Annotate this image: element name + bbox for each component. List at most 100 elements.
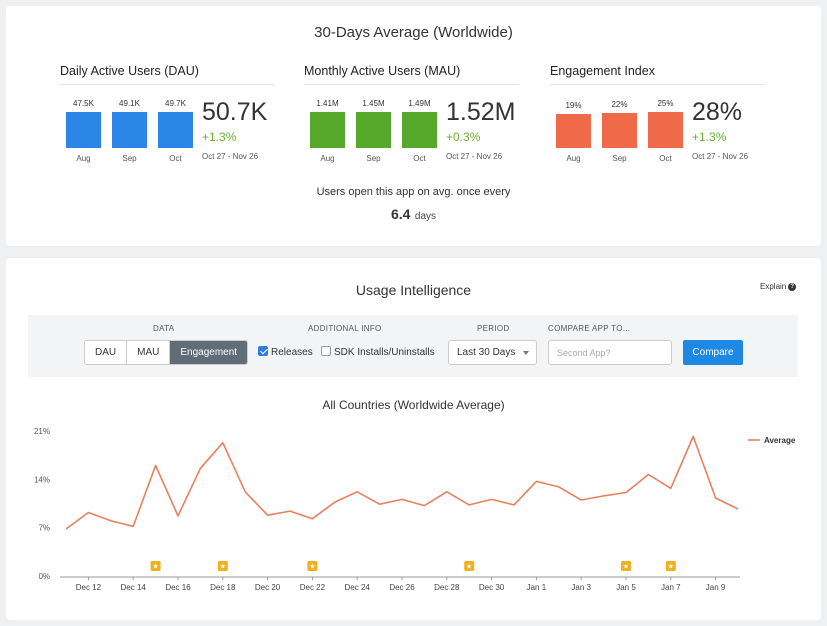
mini-bar-value: 1.41M bbox=[316, 99, 339, 109]
compare-button[interactable]: Compare bbox=[683, 340, 743, 365]
x-tick-label: Dec 22 bbox=[300, 583, 326, 592]
svg-text:★: ★ bbox=[220, 563, 226, 571]
metric-change: +1.3% bbox=[202, 130, 237, 144]
compare-app-input[interactable] bbox=[548, 340, 672, 365]
mini-bar bbox=[66, 112, 101, 148]
data-selector: DAU MAU Engagement bbox=[84, 340, 249, 365]
mini-bar-category: Oct bbox=[169, 154, 182, 163]
x-tick-label: Dec 12 bbox=[76, 583, 102, 592]
svg-text:★: ★ bbox=[623, 563, 629, 571]
data-option-dau[interactable]: DAU bbox=[85, 341, 128, 364]
mini-bar-value: 19% bbox=[565, 101, 582, 111]
y-tick-label: 14% bbox=[34, 475, 50, 484]
open-frequency-value: 6.4 days bbox=[6, 206, 821, 224]
mini-bar-category: Aug bbox=[320, 154, 335, 163]
metric-mau: Monthly Active Users (MAU) 1.41M Aug 1.45M… bbox=[304, 64, 534, 184]
mini-bar-value: 49.1K bbox=[119, 99, 140, 109]
usage-title: Usage Intelligence bbox=[355, 282, 472, 298]
period-label: PERIOD bbox=[477, 324, 510, 333]
release-marker-icon[interactable]: ★ bbox=[464, 561, 475, 571]
x-tick-label: Jan 9 bbox=[706, 583, 726, 592]
mini-bar bbox=[648, 112, 683, 148]
x-tick-label: Jan 3 bbox=[571, 583, 591, 592]
metric-range: Oct 27 - Nov 26 bbox=[202, 152, 259, 161]
x-tick-label: Dec 24 bbox=[345, 583, 371, 592]
mini-bar-category: Oct bbox=[659, 154, 672, 163]
y-tick-label: 7% bbox=[38, 524, 50, 533]
metric-title: Monthly Active Users (MAU) bbox=[304, 64, 519, 85]
usage-line-chart: 21% 14% 7% 0% Dec 12 Dec 14 Dec 16 Dec 18 Dec 20… bbox=[34, 427, 796, 592]
summary-title: 30-Days Average (Worldwide) bbox=[314, 24, 513, 41]
additional-info-label: ADDITIONAL INFO bbox=[308, 324, 382, 333]
release-marker-icon[interactable]: ★ bbox=[665, 561, 676, 571]
mini-bar-category: Aug bbox=[566, 154, 581, 163]
mini-bar-value: 22% bbox=[611, 100, 628, 110]
mini-bar bbox=[356, 112, 391, 148]
mini-bar-category: Oct bbox=[413, 154, 426, 163]
metric-title: Daily Active Users (DAU) bbox=[60, 64, 275, 85]
metric-value: 50.7K bbox=[202, 98, 268, 126]
days-number: 6.4 bbox=[390, 206, 411, 222]
metric-value: 1.52M bbox=[446, 98, 516, 126]
mini-bar-category: Aug bbox=[76, 154, 91, 163]
summary-card: 30-Days Average (Worldwide) Daily Active… bbox=[6, 6, 821, 246]
y-tick-label: 21% bbox=[34, 427, 50, 436]
explain-label: Explain bbox=[760, 282, 787, 291]
release-marker-icon[interactable]: ★ bbox=[217, 561, 228, 571]
mini-bar bbox=[556, 114, 591, 148]
mini-bar-category: Sep bbox=[366, 154, 381, 163]
metric-value: 28% bbox=[692, 98, 743, 126]
x-tick-label: Dec 14 bbox=[121, 583, 147, 592]
release-marker-icon[interactable]: ★ bbox=[307, 561, 318, 571]
mini-bar bbox=[112, 112, 147, 148]
checkbox-checked-icon bbox=[258, 346, 268, 356]
usage-card: Usage Intelligence Explain? DATA DAU MAU… bbox=[6, 258, 821, 620]
y-tick-label: 0% bbox=[38, 572, 50, 581]
x-tick-label: Dec 26 bbox=[389, 583, 415, 592]
data-label: DATA bbox=[153, 324, 175, 333]
metric-range: Oct 27 - Nov 26 bbox=[446, 152, 503, 161]
series-line-average bbox=[65, 435, 739, 530]
metric-change: +1.3% bbox=[692, 130, 727, 144]
svg-text:★: ★ bbox=[466, 563, 472, 571]
mini-bar-category: Sep bbox=[122, 154, 137, 163]
release-marker-icon[interactable]: ★ bbox=[621, 561, 631, 571]
metric-dau: Daily Active Users (DAU) 47.5K Aug 49.1K Se… bbox=[60, 64, 290, 184]
x-tick-label: Jan 1 bbox=[527, 583, 547, 592]
svg-text:★: ★ bbox=[668, 563, 674, 571]
release-marker-icon[interactable]: ★ bbox=[150, 561, 161, 571]
explain-link[interactable]: Explain? bbox=[760, 282, 797, 291]
mini-bar-value: 49.7K bbox=[165, 99, 186, 108]
legend-label: Average bbox=[764, 436, 796, 445]
help-icon: ? bbox=[788, 282, 797, 291]
mini-bar bbox=[602, 113, 637, 148]
sdk-checkbox[interactable]: SDK Installs/Uninstalls bbox=[321, 346, 435, 358]
period-select[interactable]: Last 30 Days bbox=[448, 340, 537, 365]
releases-checkbox[interactable]: Releases bbox=[258, 346, 313, 358]
mini-bar-value: 47.5K bbox=[73, 99, 94, 109]
x-tick-label: Dec 30 bbox=[479, 583, 505, 592]
data-option-mau[interactable]: MAU bbox=[127, 341, 171, 364]
x-tick-label: Jan 5 bbox=[616, 583, 636, 592]
chevron-down-icon bbox=[523, 351, 529, 355]
x-tick-label: Dec 16 bbox=[165, 583, 191, 592]
mini-bar bbox=[158, 112, 193, 148]
open-frequency-text: Users open this app on avg. once every bbox=[316, 186, 511, 198]
metric-engagement: Engagement Index 19% Aug 22% Sep 25% Oct 28% … bbox=[550, 64, 780, 184]
data-option-engagement[interactable]: Engagement bbox=[170, 341, 248, 364]
x-tick-label: Dec 28 bbox=[434, 583, 460, 592]
metric-title: Engagement Index bbox=[550, 64, 765, 85]
svg-text:★: ★ bbox=[152, 563, 158, 571]
period-value: Last 30 Days bbox=[457, 347, 516, 358]
sdk-label: SDK Installs/Uninstalls bbox=[334, 347, 435, 358]
releases-label: Releases bbox=[271, 347, 313, 358]
x-tick-label: Dec 20 bbox=[255, 583, 281, 592]
mini-bar-value: 1.49M bbox=[408, 99, 431, 108]
days-unit: days bbox=[414, 211, 437, 222]
mini-bar-category: Sep bbox=[612, 154, 627, 163]
filter-bar: DATA DAU MAU Engagement ADDITIONAL INFO … bbox=[28, 315, 798, 377]
svg-text:★: ★ bbox=[309, 563, 315, 571]
mini-bar-value: 25% bbox=[657, 99, 674, 108]
compare-label: COMPARE APP TO... bbox=[548, 324, 631, 333]
x-tick-label: Jan 7 bbox=[661, 583, 681, 592]
